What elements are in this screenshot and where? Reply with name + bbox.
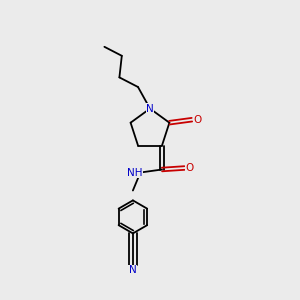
Text: N: N [129,265,137,275]
Text: O: O [193,115,201,125]
Text: NH: NH [127,167,143,178]
Text: O: O [186,163,194,173]
Text: N: N [146,103,154,114]
